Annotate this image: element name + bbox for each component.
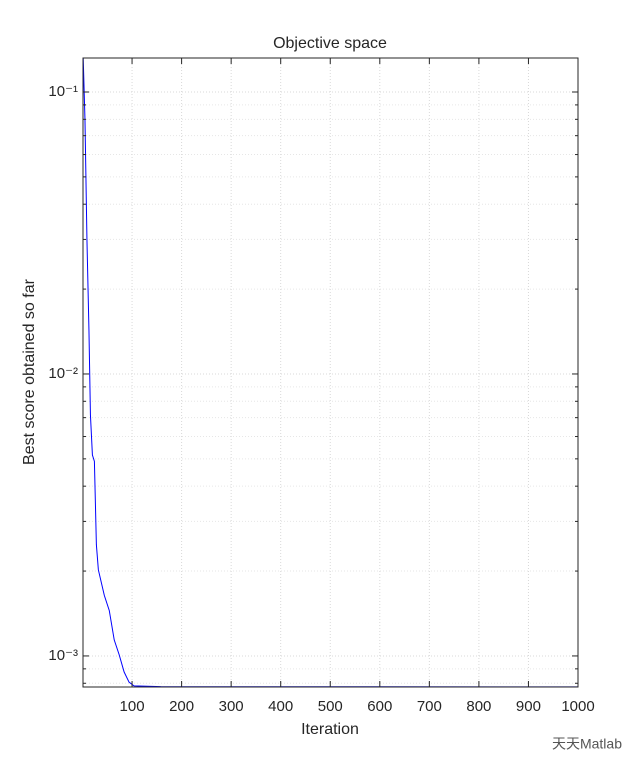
x-tick-label: 100	[120, 698, 145, 715]
x-tick-label: 900	[516, 698, 541, 715]
y-tick-label: 10⁻³	[48, 647, 78, 664]
x-tick-label: 800	[466, 698, 491, 715]
x-tick-label: 300	[219, 698, 244, 715]
y-tick-label: 10⁻²	[48, 365, 78, 382]
y-tick-label: 10⁻¹	[48, 83, 78, 100]
x-tick-label: 400	[268, 698, 293, 715]
x-tick-label: 500	[318, 698, 343, 715]
x-tick-label: 200	[169, 698, 194, 715]
x-axis-label: Iteration	[301, 721, 359, 738]
x-tick-label: 600	[367, 698, 392, 715]
plot-area	[83, 58, 578, 687]
y-axis-label: Best score obtained so far	[21, 278, 38, 465]
x-tick-label: 700	[417, 698, 442, 715]
watermark: 天天Matlab	[552, 736, 622, 752]
series-line	[83, 58, 578, 687]
chart-title: Objective space	[273, 35, 387, 52]
marks	[83, 58, 578, 687]
x-tick-label: 1000	[561, 698, 594, 715]
